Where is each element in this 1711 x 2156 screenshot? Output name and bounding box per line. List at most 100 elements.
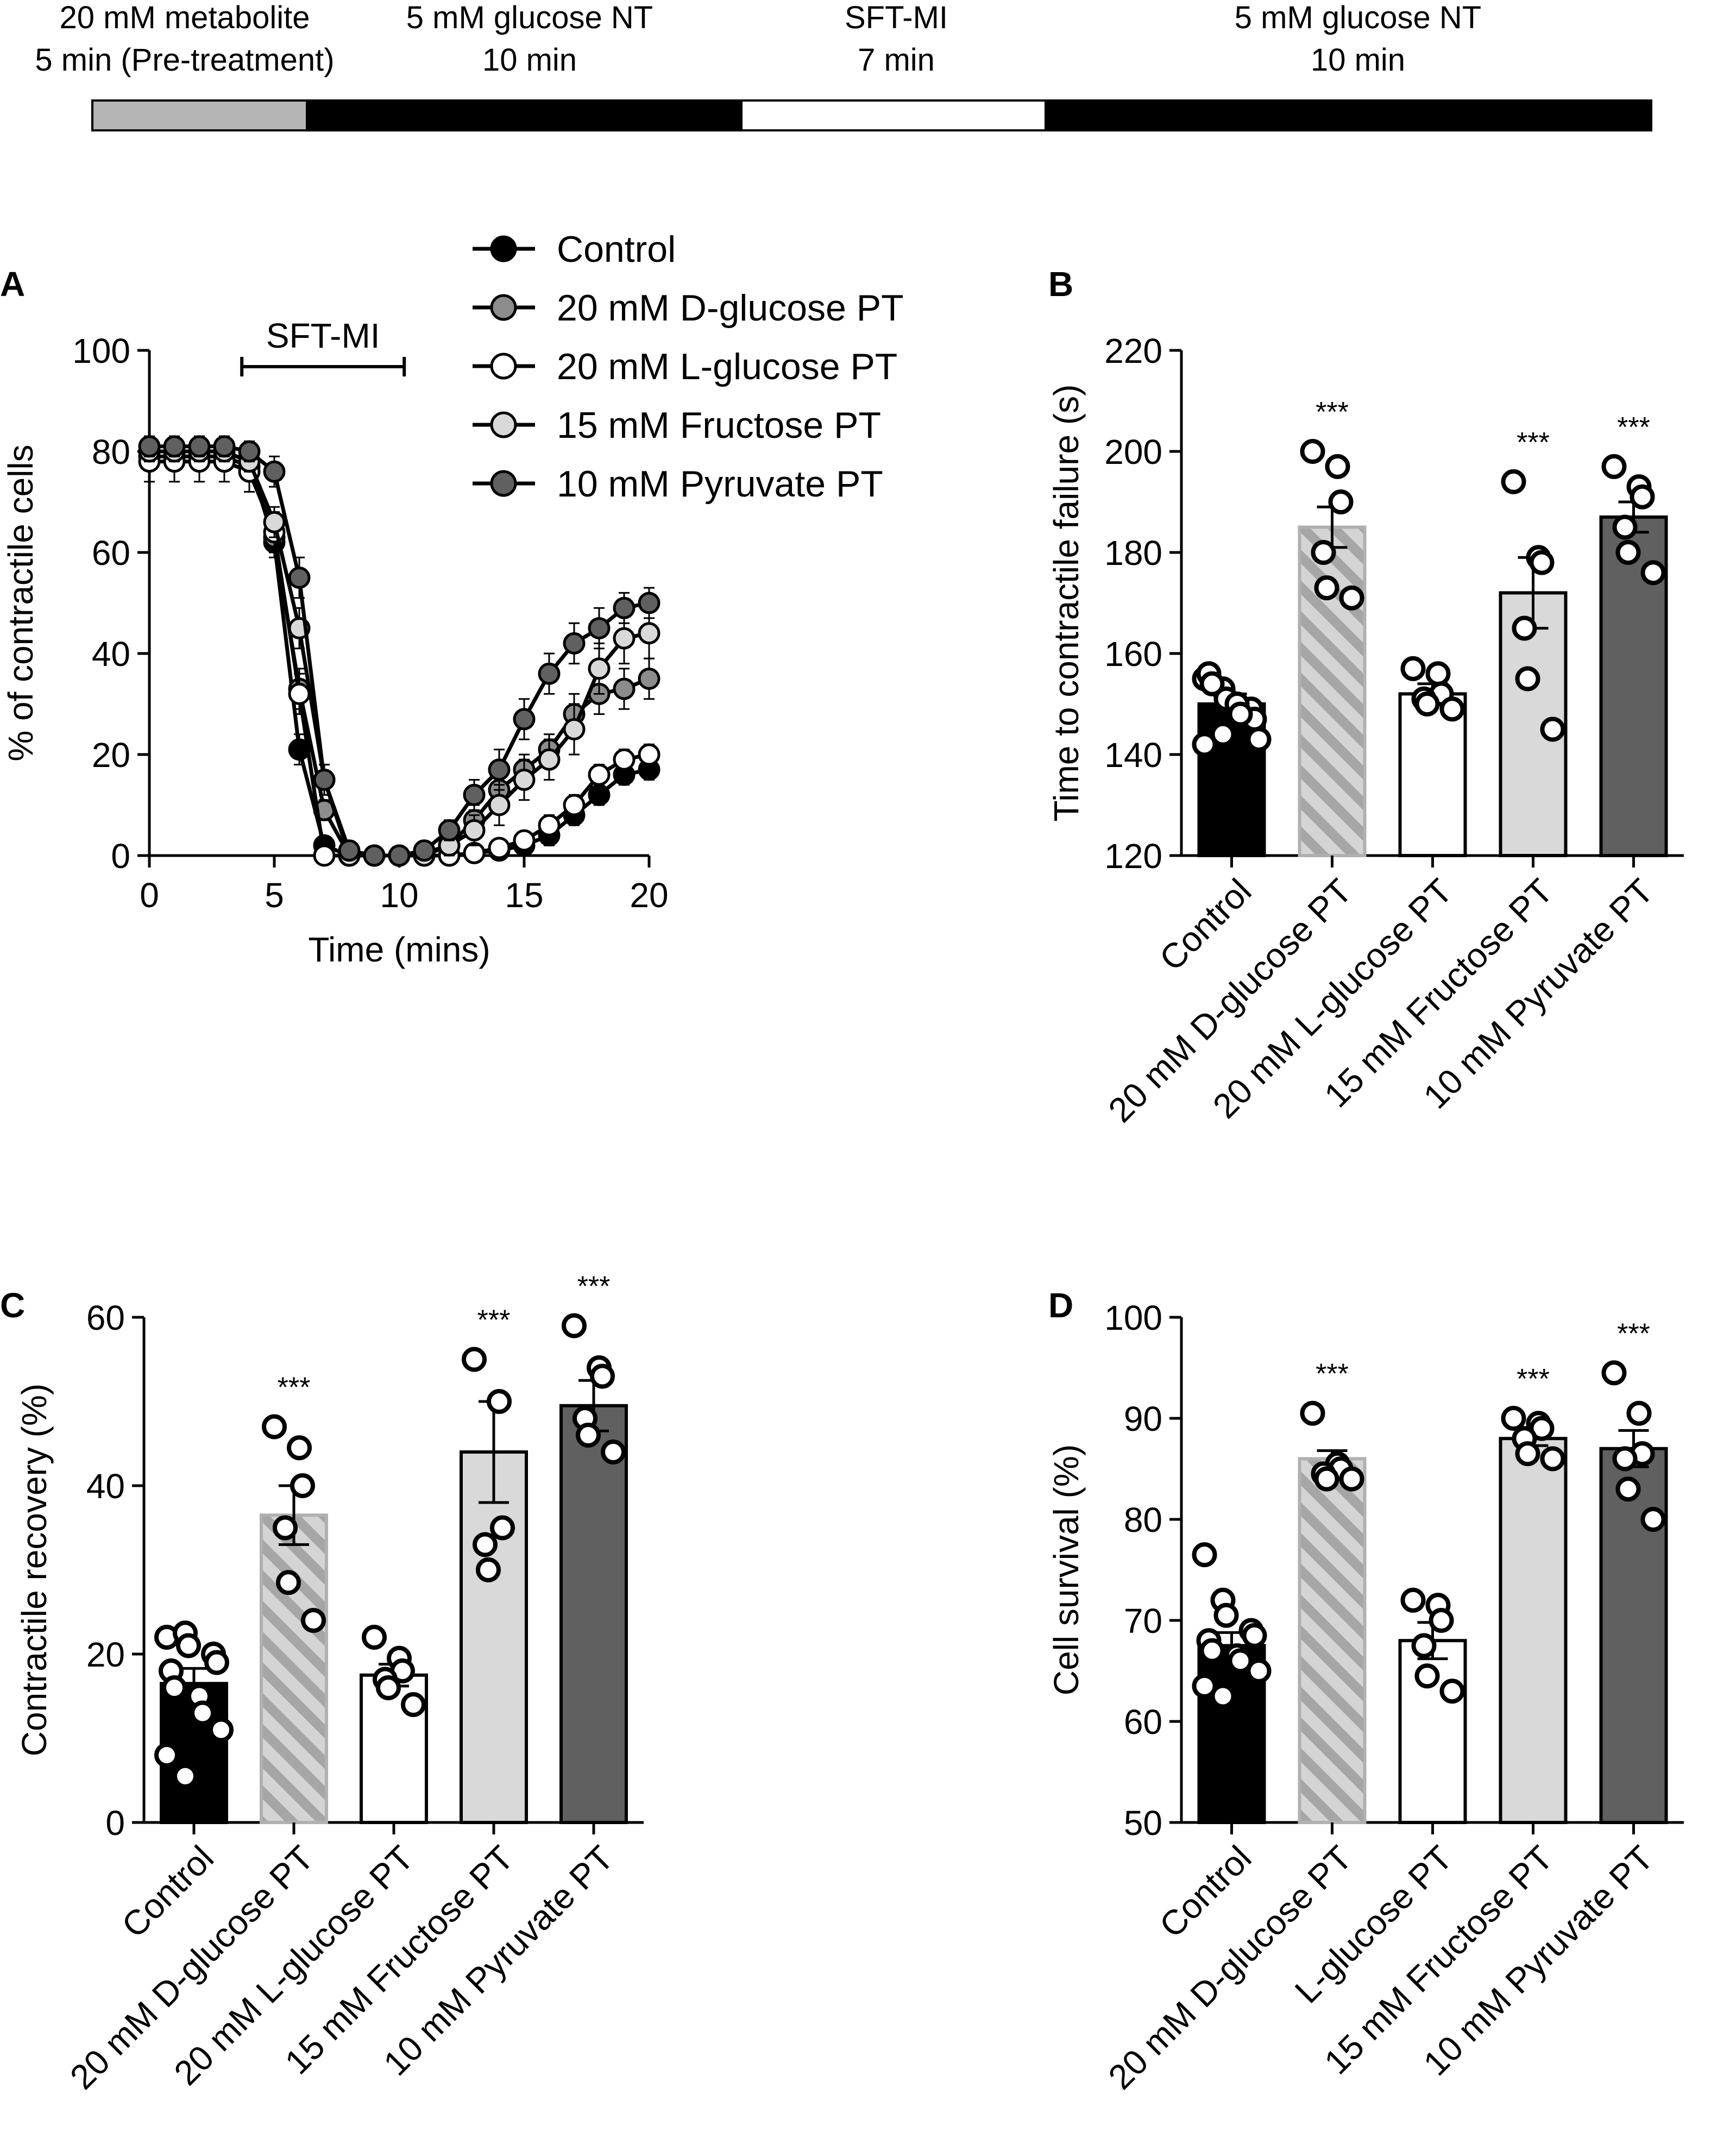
y-tick-label: 100	[72, 331, 130, 370]
data-point	[513, 769, 536, 791]
data-point	[463, 819, 486, 841]
y-tick-label: 60	[1124, 1702, 1162, 1742]
data-point	[1615, 540, 1641, 565]
data-point	[563, 794, 586, 816]
bar-group-control: Control	[1152, 661, 1272, 978]
protocol-segment-1	[91, 99, 308, 131]
panel-label-a: A	[0, 265, 25, 304]
data-point	[638, 743, 661, 766]
protocol-segment-3	[740, 99, 1047, 131]
data-point	[1314, 575, 1339, 601]
data-point	[1300, 439, 1325, 464]
legend-label: 10 mM Pyruvate PT	[557, 463, 883, 505]
data-point	[1439, 1679, 1465, 1704]
data-point	[563, 718, 586, 740]
y-tick-label: 120	[1104, 837, 1162, 876]
protocol-segment-2	[306, 99, 743, 131]
x-tick-label: 5	[265, 876, 284, 915]
y-tick-label: 60	[92, 533, 130, 573]
significance-label: ***	[278, 1372, 311, 1404]
data-point	[1246, 727, 1272, 752]
bar	[1599, 1447, 1668, 1825]
data-point	[238, 440, 261, 463]
data-point	[1210, 1683, 1236, 1709]
data-point	[1192, 1542, 1217, 1568]
data-point	[1512, 615, 1537, 641]
sft-mi-label: SFT-MI	[266, 316, 380, 355]
panel-label-d: D	[1048, 1286, 1073, 1325]
data-point	[1515, 666, 1540, 692]
data-point	[1439, 696, 1465, 722]
data-point	[1425, 661, 1451, 687]
y-axis-title: % of contractile cells	[1, 444, 40, 761]
y-tick-label: 50	[1124, 1803, 1162, 1843]
x-tick-label: 10	[380, 876, 418, 915]
data-point	[1515, 1441, 1540, 1467]
series-20-mm-l-glucose-pt	[138, 440, 661, 867]
y-tick-label: 80	[92, 432, 130, 472]
data-point	[538, 662, 561, 685]
y-tick-label: 90	[1124, 1399, 1162, 1438]
significance-label: ***	[1517, 427, 1550, 458]
data-point	[1529, 550, 1555, 575]
data-point	[276, 1570, 301, 1595]
protocol-label-line2: 5 min (Pre-treatment)	[35, 42, 334, 78]
data-point	[463, 783, 486, 806]
data-point	[313, 844, 336, 867]
data-point	[487, 1389, 512, 1414]
significance-label: ***	[1316, 1359, 1349, 1390]
y-axis-title: Time to contractile failure (s)	[1047, 385, 1086, 822]
data-point	[462, 1347, 487, 1372]
legend-marker	[490, 235, 517, 262]
bar	[1298, 1457, 1367, 1824]
data-point	[288, 567, 311, 589]
panel-c-bar-chart: C 0 20 40 60 Contractile recovery (%) Control *…	[0, 1271, 644, 2097]
data-point	[1400, 656, 1426, 681]
legend: Control 20 mM D-glucose PT 20 mM L-glucose…	[473, 229, 904, 505]
protocol-segment-4	[1045, 99, 1652, 131]
data-point	[1429, 1608, 1454, 1633]
data-point	[209, 1717, 234, 1743]
data-point	[438, 819, 461, 841]
y-tick-label: 160	[1104, 634, 1162, 674]
legend-label: Control	[557, 229, 676, 270]
y-tick-label: 20	[92, 736, 130, 775]
data-point	[376, 1675, 401, 1700]
data-point	[1501, 1406, 1526, 1431]
protocol-label-line1: 5 mM glucose NT	[406, 0, 653, 35]
data-point	[1300, 1400, 1325, 1426]
data-point	[538, 748, 561, 771]
legend-label: 15 mM Fructose PT	[557, 405, 881, 446]
data-point	[1540, 716, 1565, 742]
legend-marker	[490, 294, 517, 321]
data-point	[363, 844, 386, 867]
data-point	[338, 839, 361, 862]
data-point	[263, 511, 286, 533]
legend-label: 20 mM D-glucose PT	[557, 287, 904, 329]
bar	[559, 1404, 628, 1824]
data-point	[1612, 1446, 1638, 1472]
y-tick-label: 0	[111, 837, 130, 876]
data-point	[1640, 560, 1666, 586]
data-point	[287, 1435, 312, 1461]
y-tick-label: 0	[105, 1803, 125, 1843]
data-point	[1414, 1663, 1440, 1689]
data-point	[1626, 1400, 1652, 1426]
data-point	[1213, 1602, 1239, 1628]
data-point	[588, 763, 611, 786]
y-tick-label: 140	[1104, 736, 1162, 775]
data-point	[163, 435, 186, 458]
data-point	[1199, 1638, 1225, 1663]
data-point	[538, 814, 561, 837]
significance-label: ***	[477, 1305, 511, 1336]
data-point	[1601, 454, 1627, 479]
bar	[1499, 1437, 1568, 1824]
data-point	[488, 837, 511, 859]
bar	[460, 1450, 528, 1824]
protocol-label-line2: 10 min	[482, 42, 577, 78]
bar-group-control: Control	[114, 1620, 234, 1945]
data-point	[1246, 1658, 1272, 1683]
data-point	[262, 1414, 287, 1440]
significance-label: ***	[1617, 412, 1650, 443]
